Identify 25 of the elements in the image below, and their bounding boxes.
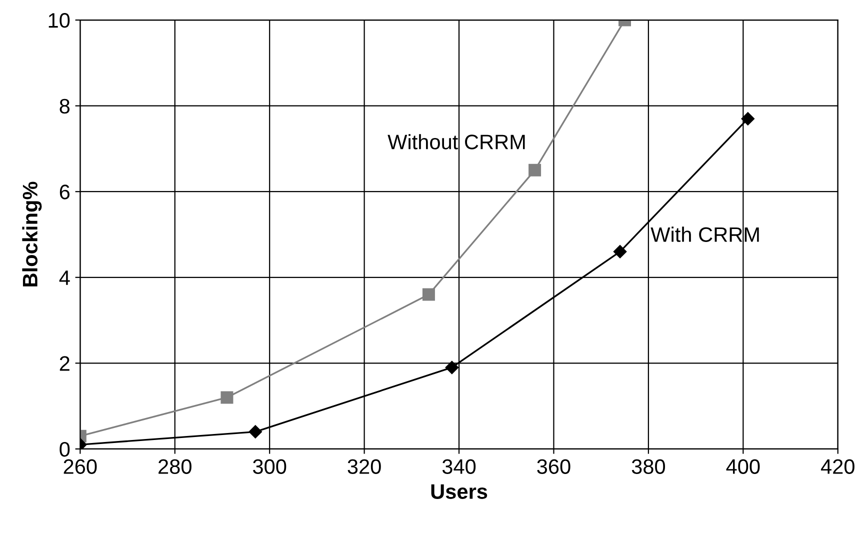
y-axis-title: Blocking% [22, 182, 42, 286]
x-tick-label: 340 [442, 459, 476, 474]
point [248, 425, 262, 438]
series-label: Without CRRM [388, 134, 525, 150]
y-tick-label: 2 [60, 356, 70, 371]
point [741, 112, 754, 126]
x-axis-title: Users [431, 484, 488, 499]
x-tick-label: 280 [158, 459, 192, 474]
point [445, 360, 458, 374]
x-tick-label: 420 [820, 459, 854, 474]
point [528, 164, 542, 176]
point [220, 391, 234, 404]
x-tick-label: 320 [348, 459, 381, 474]
y-tick-label: 10 [48, 13, 70, 28]
x-tick-label: 300 [253, 459, 286, 474]
x-tick-label: 360 [537, 459, 570, 474]
y-tick-label: 4 [59, 270, 70, 285]
y-tick-label: 6 [60, 184, 70, 200]
x-tick-label: 380 [632, 459, 666, 474]
point [613, 245, 627, 258]
y-tick-label: 0 [60, 442, 70, 457]
point [422, 288, 435, 301]
x-tick-label: 260 [64, 459, 97, 474]
y-tick-label: 8 [60, 98, 70, 114]
x-tick-label: 400 [726, 459, 760, 474]
